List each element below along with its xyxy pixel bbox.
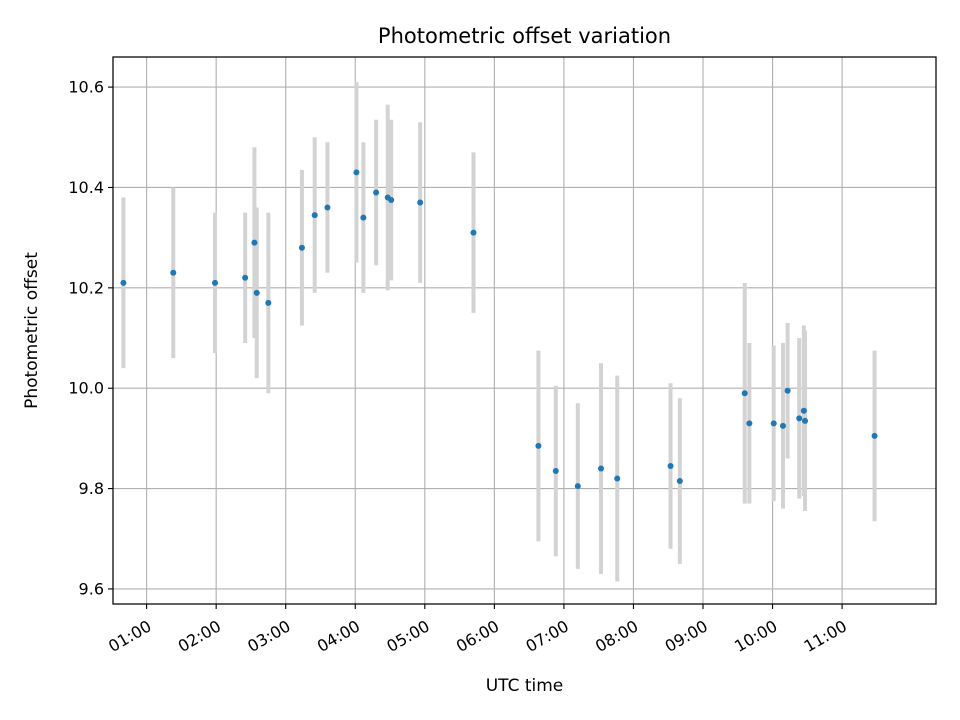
data-point [417,199,424,206]
data-point [360,214,367,221]
data-point [871,432,878,439]
data-point [251,239,258,246]
data-point [170,269,177,276]
data-point [802,417,809,424]
data-point [212,279,219,286]
data-point [298,244,305,251]
data-points [120,169,878,490]
data-point [770,420,777,427]
data-point [373,189,380,196]
data-point [324,204,331,211]
data-point [253,289,260,296]
data-point [598,465,605,472]
y-tick-label: 10.0 [68,379,104,398]
y-tick-label: 10.6 [68,78,104,97]
data-point [535,442,542,449]
y-axis-title: Photometric offset [22,252,42,409]
data-point [614,475,621,482]
y-tick-label: 10.4 [68,178,104,197]
x-axis-title: UTC time [486,676,564,696]
data-point [388,197,395,204]
data-point [676,478,683,485]
data-point [741,390,748,397]
data-point [779,422,786,429]
data-point [784,387,791,394]
chart-title: Photometric offset variation [378,24,671,48]
data-point [265,299,272,306]
data-point [311,212,318,219]
data-point [353,169,360,176]
plot-frame [112,56,937,605]
y-axis-ticks: 9.6 9.8 10.0 10.2 10.4 10.6 [68,78,113,598]
data-point [667,462,674,469]
data-point [800,407,807,414]
data-point [120,279,127,286]
data-point [746,420,753,427]
y-tick-label: 10.2 [68,278,104,297]
data-point [574,483,581,490]
data-point [470,229,477,236]
y-tick-label: 9.6 [79,579,104,598]
data-point [796,415,803,422]
data-point [242,274,249,281]
y-tick-label: 9.8 [79,479,104,498]
data-point [552,468,559,475]
